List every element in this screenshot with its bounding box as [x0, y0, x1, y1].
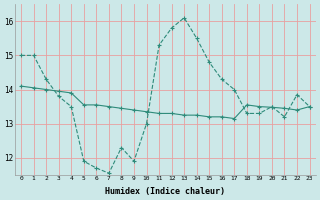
- X-axis label: Humidex (Indice chaleur): Humidex (Indice chaleur): [105, 187, 225, 196]
